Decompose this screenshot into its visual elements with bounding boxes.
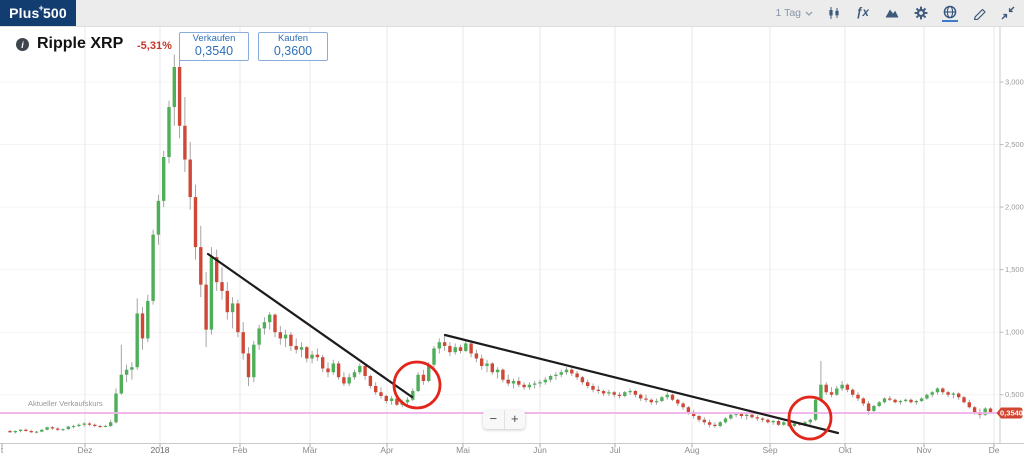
- x-tick-label: Okt: [838, 445, 852, 455]
- trendline-annotation[interactable]: [443, 333, 840, 435]
- pencil-icon[interactable]: [970, 4, 987, 23]
- x-tick-label: Sep: [762, 445, 777, 455]
- collapse-icon[interactable]: [999, 4, 1016, 23]
- interval-label: 1 Tag: [775, 7, 802, 19]
- x-tick-label: Nov: [916, 445, 932, 455]
- zoom-out-button[interactable]: −: [483, 410, 505, 429]
- x-tick-label: Jul: [610, 445, 621, 455]
- buy-price: 0,3600: [273, 43, 313, 58]
- trade-buttons: Verkaufen 0,3540 Kaufen 0,3600: [179, 32, 328, 61]
- current-price-label: Aktueller Verkaufskurs: [28, 399, 103, 408]
- area-chart-icon[interactable]: [883, 4, 900, 23]
- x-tick-label: Aug: [684, 445, 699, 455]
- x-tick-label: t: [1, 445, 4, 455]
- current-price-tag: 0,3540: [996, 407, 1023, 419]
- sell-price: 0,3540: [194, 43, 234, 58]
- x-tick-label: Feb: [233, 445, 248, 455]
- gear-icon[interactable]: [912, 4, 929, 23]
- logo-text-2: 500: [42, 5, 67, 21]
- logo-text: Plus: [9, 5, 40, 21]
- candlestick-series: [8, 54, 993, 434]
- highlight-circle-annotation[interactable]: [392, 360, 442, 410]
- candlestick-chart-icon[interactable]: [825, 4, 842, 23]
- zoom-controls: − +: [483, 410, 525, 429]
- x-tick-label: Jun: [533, 445, 547, 455]
- x-tick-label: Mai: [456, 445, 470, 455]
- active-tool-underline: [941, 19, 958, 22]
- x-tick-label: 2018: [151, 445, 170, 455]
- x-tick-label: Dez: [77, 445, 92, 455]
- change-percent: -5,31%: [137, 40, 172, 52]
- x-tick-label: Mär: [303, 445, 318, 455]
- chart-toolbar: 1 Tag ƒx: [776, 0, 1017, 26]
- svg-text:0,3540: 0,3540: [1000, 409, 1023, 418]
- info-icon[interactable]: i: [16, 38, 29, 51]
- x-tick-label: De: [989, 445, 1000, 455]
- plus500-logo: Plus +500: [0, 0, 76, 26]
- instrument-title: Ripple XRP: [37, 35, 124, 52]
- sell-button[interactable]: Verkaufen 0,3540: [179, 32, 249, 61]
- chevron-down-icon: [805, 11, 813, 16]
- zoom-in-button[interactable]: +: [510, 411, 519, 426]
- trendline-annotation[interactable]: [206, 252, 414, 399]
- plus-icon: +: [38, 3, 44, 13]
- buy-label: Kaufen: [277, 33, 309, 45]
- globe-icon[interactable]: [941, 4, 958, 23]
- sell-label: Verkaufen: [192, 33, 236, 45]
- x-tick-label: Apr: [380, 445, 393, 455]
- interval-selector[interactable]: 1 Tag: [776, 7, 814, 19]
- top-bar: Plus +500 1 Tag ƒx: [0, 0, 1024, 27]
- highlight-circle-annotation[interactable]: [787, 395, 833, 441]
- function-icon[interactable]: ƒx: [856, 7, 869, 19]
- buy-button[interactable]: Kaufen 0,3600: [258, 32, 328, 61]
